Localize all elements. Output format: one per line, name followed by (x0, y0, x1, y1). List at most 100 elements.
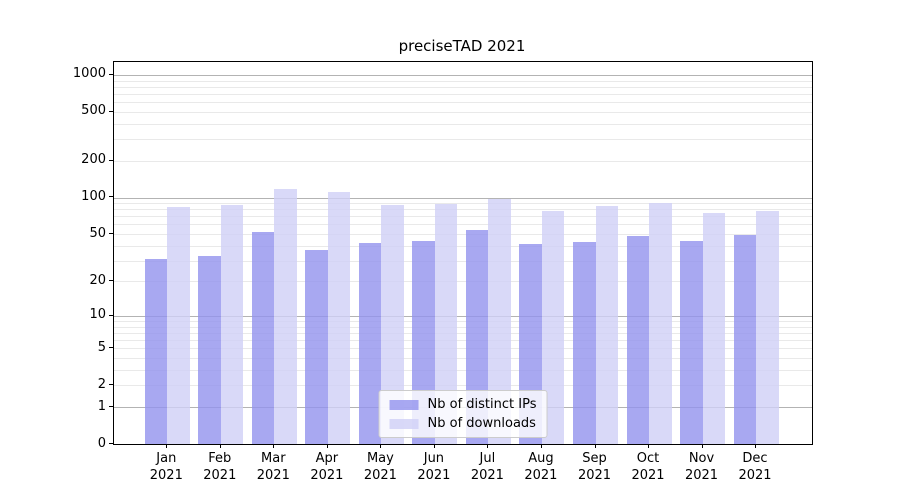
gridline-minor (114, 123, 812, 125)
bar-nb-of-downloads-may-2021 (381, 205, 404, 444)
bar-nb-of-distinct-ips-feb-2021 (198, 255, 221, 444)
gridline-minor (114, 94, 812, 95)
grid-layer (114, 62, 812, 444)
y-tick-label: 1 (97, 398, 106, 414)
bar-nb-of-downloads-dec-2021 (756, 210, 779, 444)
x-tick-mark (594, 444, 596, 448)
bar-nb-of-distinct-ips-may-2021 (358, 243, 382, 444)
legend: Nb of distinct IPs Nb of downloads (378, 390, 548, 438)
y-tick-label: 2 (97, 376, 106, 392)
bar-nb-of-distinct-ips-sep-2021 (573, 241, 596, 444)
gridline-minor (114, 86, 812, 88)
bar-nb-of-downloads-aug-2021 (541, 210, 565, 444)
y-tick-mark (109, 233, 113, 234)
x-tick-label: Mar 2021 (256, 451, 290, 483)
bar-nb-of-distinct-ips-jan-2021 (144, 258, 168, 444)
chart-title: preciseTAD 2021 (398, 37, 526, 55)
bar-nb-of-distinct-ips-oct-2021 (626, 236, 649, 444)
x-tick-label: Sep 2021 (577, 451, 612, 483)
x-tick-label: Apr 2021 (310, 451, 344, 483)
y-tick-mark (109, 74, 113, 75)
bar-nb-of-downloads-apr-2021 (327, 191, 351, 444)
y-tick-mark (109, 406, 113, 407)
gridline-major (114, 315, 812, 317)
gridline-minor (114, 369, 812, 371)
gridline-minor (114, 348, 812, 350)
bar-nb-of-downloads-feb-2021 (220, 205, 244, 444)
gridline-minor (114, 209, 812, 211)
y-tick-mark (109, 111, 113, 112)
x-tick-mark (273, 444, 275, 448)
y-tick-label: 50 (89, 225, 106, 241)
gridline-minor (114, 260, 812, 262)
x-tick-mark (166, 444, 168, 448)
x-tick-mark (433, 444, 435, 448)
gridline-minor (114, 139, 812, 141)
bar-layer (114, 62, 812, 444)
bar-nb-of-downloads-sep-2021 (595, 206, 618, 444)
bar-nb-of-downloads-mar-2021 (274, 188, 297, 444)
y-tick-mark (109, 160, 113, 161)
legend-swatch-downloads (389, 418, 419, 429)
x-tick-label: Jan 2021 (149, 451, 183, 483)
gridline-major (114, 197, 812, 199)
gridline-major (114, 74, 812, 76)
y-tick-label: 100 (81, 189, 106, 204)
bar-nb-of-downloads-oct-2021 (649, 202, 672, 444)
bar-nb-of-downloads-jan-2021 (167, 206, 190, 444)
x-tick-label: Nov 2021 (684, 451, 719, 483)
y-tick-label: 5 (97, 339, 106, 355)
x-tick-mark (540, 444, 542, 448)
gridline-minor (114, 111, 812, 113)
y-tick-label: 20 (89, 272, 106, 288)
gridline-minor (114, 332, 812, 334)
gridline-minor (114, 224, 812, 226)
gridline-minor (114, 358, 812, 359)
bar-nb-of-distinct-ips-dec-2021 (733, 235, 756, 444)
y-tick-label: 200 (81, 152, 106, 168)
x-tick-mark (326, 444, 328, 448)
gridline-minor (114, 281, 812, 283)
bar-nb-of-distinct-ips-mar-2021 (251, 231, 275, 444)
x-tick-mark (380, 444, 382, 448)
x-tick-mark (487, 444, 489, 448)
gridline-minor (114, 245, 812, 247)
x-tick-mark (755, 444, 756, 448)
legend-label-downloads: Nb of downloads (427, 416, 536, 431)
x-tick-label: Jul 2021 (470, 451, 504, 483)
y-tick-label: 500 (81, 103, 106, 119)
gridline-minor (114, 385, 812, 387)
x-tick-mark (219, 444, 221, 448)
legend-row-downloads: Nb of downloads (389, 416, 537, 431)
y-tick-label: 0 (97, 435, 106, 451)
bar-nb-of-downloads-jun-2021 (434, 204, 458, 444)
y-tick-mark (109, 347, 113, 348)
y-tick-mark (109, 443, 113, 444)
gridline-minor (114, 234, 812, 235)
gridline-minor (114, 216, 812, 218)
gridline-minor (114, 102, 812, 104)
gridline-minor (114, 321, 812, 322)
x-tick-label: Feb 2021 (203, 451, 237, 483)
gridline-minor (114, 80, 812, 82)
y-tick-label: 10 (89, 307, 106, 323)
x-tick-label: Aug 2021 (524, 451, 558, 483)
gridline-minor (114, 160, 812, 162)
y-tick-mark (109, 196, 113, 197)
legend-label-distinct-ips: Nb of distinct IPs (427, 397, 537, 412)
bar-nb-of-distinct-ips-apr-2021 (305, 249, 328, 444)
x-tick-mark (701, 444, 703, 448)
y-tick-label: 1000 (72, 66, 106, 82)
x-tick-label: May 2021 (363, 451, 397, 483)
bar-nb-of-distinct-ips-nov-2021 (680, 240, 703, 444)
legend-row-distinct-ips: Nb of distinct IPs (389, 397, 537, 412)
plot-area: Nb of distinct IPs Nb of downloads (113, 61, 813, 445)
x-tick-label: Jun 2021 (417, 451, 451, 483)
y-tick-mark (109, 280, 113, 281)
y-tick-mark (109, 315, 113, 316)
gridline-minor (114, 203, 812, 204)
bar-nb-of-downloads-nov-2021 (702, 213, 725, 444)
x-tick-label: Dec 2021 (738, 451, 772, 483)
gridline-minor (114, 326, 812, 328)
legend-swatch-distinct-ips (389, 399, 419, 410)
